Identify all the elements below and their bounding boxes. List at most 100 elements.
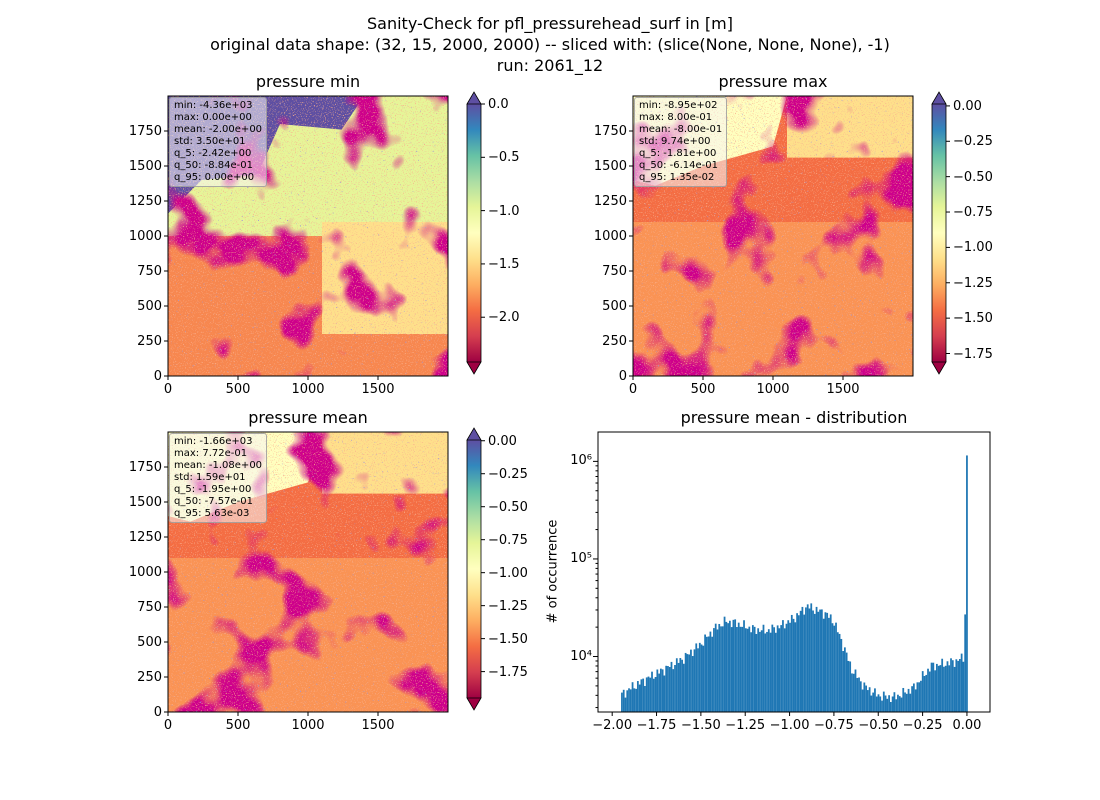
x-tick-label: 1500 <box>361 382 395 397</box>
histogram-bar <box>831 623 834 712</box>
x-tick-label: −1.25 <box>725 718 766 733</box>
x-tick-label: −0.25 <box>902 718 943 733</box>
y-tick-label: 10⁵ <box>570 550 592 566</box>
y-tick-label: 1750 <box>593 124 627 139</box>
colorbar-tick-label: −1.00 <box>488 565 528 581</box>
histogram-bar <box>780 625 783 712</box>
histogram-bar <box>966 455 968 712</box>
colorbar-frame <box>466 104 482 362</box>
histogram-bar <box>644 686 646 712</box>
histogram-bar <box>958 658 961 712</box>
histogram-bar <box>858 677 860 712</box>
histogram-bar <box>626 690 629 712</box>
colorbar-extend-top <box>466 427 482 441</box>
histogram-bar <box>727 623 729 712</box>
stats-box: min: -8.95e+02 max: 8.00e-01 mean: -8.00e-… <box>634 97 728 187</box>
histogram-bar <box>734 619 737 712</box>
histogram-bar <box>911 686 913 712</box>
histogram-bar <box>799 610 802 712</box>
histogram-bar <box>663 675 666 712</box>
colorbar-tick-label: −0.75 <box>488 532 528 548</box>
histogram-bar <box>668 667 671 712</box>
stats-line: max: 0.00e+00 <box>174 112 252 123</box>
histogram-bar <box>753 626 756 712</box>
histogram-bar <box>943 666 945 712</box>
histogram-bar <box>675 658 678 712</box>
histogram-bar <box>882 691 885 712</box>
stats-line: q_95: 1.35e-02 <box>639 172 715 183</box>
colorbar-gradient <box>467 440 481 698</box>
colorbar-tick-label: −0.25 <box>488 466 528 482</box>
colorbar-tick-label: −1.0 <box>488 203 520 219</box>
histogram-bar <box>721 626 724 712</box>
histogram-bar <box>941 658 944 712</box>
histogram-bar <box>946 661 949 712</box>
colorbar-tick-label: −2.0 <box>488 310 520 326</box>
x-tick-label: 1500 <box>826 382 860 397</box>
y-tick-label: 250 <box>137 334 162 349</box>
histogram-bar <box>659 668 662 712</box>
histogram-bar <box>652 678 655 712</box>
histogram-bar <box>707 636 710 712</box>
histogram-bar <box>918 682 921 712</box>
histogram-bar <box>874 688 876 712</box>
x-tick-label: 1000 <box>756 382 790 397</box>
histogram-bar <box>684 652 687 712</box>
y-tick-label: 250 <box>602 334 627 349</box>
stats-box: min: -4.36e+03 max: 0.00e+00 mean: -2.00e+… <box>169 97 268 187</box>
histogram-bar <box>902 687 905 712</box>
y-tick-label: 10⁶ <box>570 453 592 469</box>
figure-title-line-1: Sanity-Check for pfl_pressurehead_surf i… <box>367 14 733 33</box>
histogram-bar <box>817 611 820 712</box>
colorbar-frame <box>931 104 947 362</box>
histogram-bar <box>725 621 728 712</box>
histogram-bar <box>690 649 692 712</box>
colorbar-tick-label: −0.75 <box>953 205 993 221</box>
colorbar-tick-label: −1.25 <box>953 275 993 291</box>
histogram-bar <box>840 638 843 712</box>
histogram-bar <box>909 693 912 712</box>
histogram-bar <box>720 626 722 712</box>
colorbar-tick-label: −0.50 <box>953 169 993 185</box>
histogram-bar <box>895 699 898 712</box>
x-tick-label: −0.50 <box>858 718 899 733</box>
histogram-bar <box>843 647 846 712</box>
histogram-bar <box>633 688 636 712</box>
histogram-bar <box>829 614 832 712</box>
histogram-bar <box>888 695 890 712</box>
histogram-bar <box>629 689 632 712</box>
histogram-bar <box>852 673 855 712</box>
histogram-bar <box>760 630 763 712</box>
colorbar-tick-label: −0.25 <box>953 134 993 150</box>
panel-title-1: pressure max <box>718 72 828 91</box>
histogram-bar <box>939 665 942 712</box>
histogram-bar <box>744 628 747 712</box>
histogram-bar <box>743 620 745 712</box>
y-tick-label: 0 <box>153 705 162 720</box>
histogram-bar <box>691 656 694 712</box>
colorbar-tick-label: −1.50 <box>488 631 528 647</box>
stats-line: q_50: -7.57e-01 <box>174 496 253 507</box>
colorbar-gradient <box>932 104 946 362</box>
colorbar-tick-label: −1.75 <box>953 346 993 362</box>
histogram-bar <box>842 651 844 712</box>
histogram-bar <box>681 659 683 712</box>
stats-line: std: 9.74e+00 <box>639 136 711 147</box>
histogram-bar <box>750 632 752 712</box>
histogram-bar <box>907 688 910 712</box>
histogram-bar <box>693 649 696 712</box>
histogram-bar <box>651 671 653 712</box>
histogram-bar <box>854 669 857 712</box>
histogram-bar <box>806 604 809 712</box>
histogram-bar <box>771 624 774 712</box>
colorbar-2 <box>466 427 482 711</box>
histogram-bar <box>849 661 852 712</box>
histogram-bar <box>757 628 760 712</box>
histogram-bar <box>810 603 813 712</box>
colorbar-extend-top <box>931 91 947 105</box>
y-tick-label: 1000 <box>128 229 162 244</box>
stats-line: min: -1.66e+03 <box>174 436 253 447</box>
histogram-bar <box>937 665 940 712</box>
histogram-bar <box>789 622 791 712</box>
histogram-bar <box>826 612 829 712</box>
